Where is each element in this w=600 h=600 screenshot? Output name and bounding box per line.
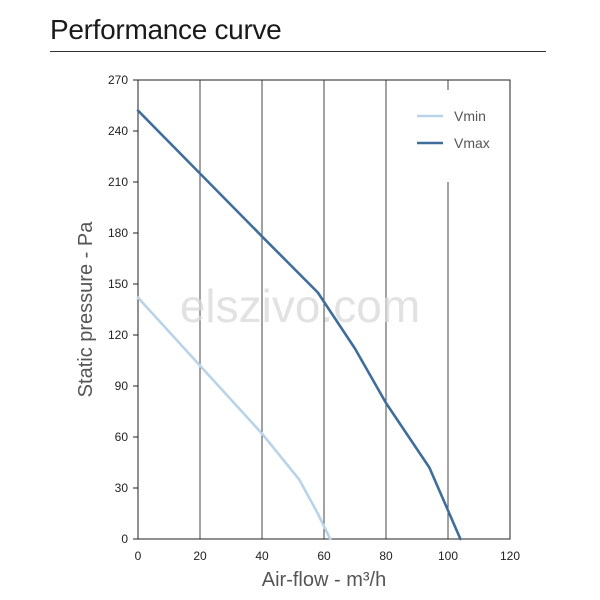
y-tick-label-270: 270 <box>108 73 128 87</box>
y-tick-label-90: 90 <box>115 379 129 393</box>
page-title: Performance curve <box>50 14 282 45</box>
legend-label-vmin: Vmin <box>454 108 486 124</box>
y-tick-label-240: 240 <box>108 124 128 138</box>
y-axis-title: Static pressure - Pa <box>75 221 97 398</box>
series-line-vmin <box>136 296 332 541</box>
grid-lines <box>199 80 449 539</box>
title-divider <box>50 51 546 52</box>
x-tick-label-80: 80 <box>379 549 393 563</box>
x-tick-label-40: 40 <box>255 549 269 563</box>
legend-label-vmax: Vmax <box>454 135 490 151</box>
x-tick-label-20: 20 <box>193 549 207 563</box>
x-tick-label-120: 120 <box>500 549 520 563</box>
y-tick-label-210: 210 <box>108 175 128 189</box>
legend: Vmin Vmax <box>405 90 505 182</box>
y-tick-label-120: 120 <box>108 328 128 342</box>
series-line-vmax <box>136 109 462 541</box>
watermark: elszivo.com <box>180 280 420 332</box>
y-tick-label-150: 150 <box>108 277 128 291</box>
y-tick-label-60: 60 <box>115 430 129 444</box>
x-tick-label-100: 100 <box>438 549 458 563</box>
y-tick-label-30: 30 <box>115 481 129 495</box>
x-axis-title: Air-flow - m³/h <box>262 569 386 591</box>
y-tick-label-180: 180 <box>108 226 128 240</box>
y-tick-label-0: 0 <box>121 532 128 546</box>
x-tick-label-0: 0 <box>135 549 142 563</box>
legend-box <box>405 90 505 182</box>
tick-labels: 0 20 40 60 80 100 120 0 30 60 90 120 150 180 210 240 270 <box>108 73 520 563</box>
series-lines <box>136 109 462 541</box>
plot-frame <box>137 79 511 540</box>
x-tick-label-60: 60 <box>317 549 331 563</box>
